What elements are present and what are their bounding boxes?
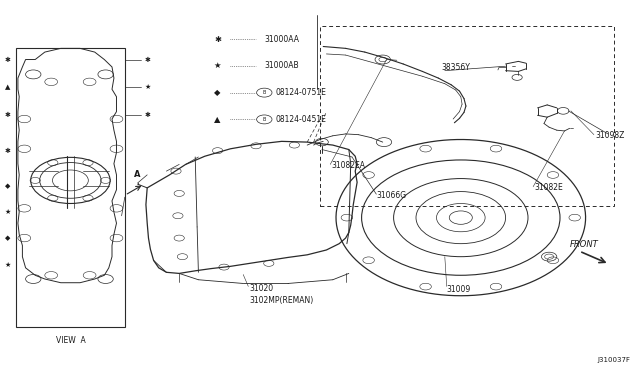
Text: ◆: ◆ [214, 88, 221, 97]
Text: 08124-0451E: 08124-0451E [275, 115, 326, 124]
Text: ◆: ◆ [5, 183, 10, 189]
Text: J310037F: J310037F [597, 357, 630, 363]
Text: 31066G: 31066G [376, 191, 406, 200]
Text: ✱: ✱ [144, 57, 150, 62]
Text: 38356Y: 38356Y [442, 63, 470, 72]
Text: 08124-0751E: 08124-0751E [275, 88, 326, 97]
Text: ★: ★ [4, 262, 11, 268]
Text: ◆: ◆ [5, 235, 10, 241]
Text: ★: ★ [214, 61, 221, 70]
Bar [320, 26, 614, 206]
Text: ★: ★ [4, 209, 11, 215]
Text: ▲: ▲ [5, 84, 10, 90]
Text: 31009: 31009 [447, 285, 471, 294]
Text: ✱: ✱ [4, 148, 11, 154]
Text: 31082EA: 31082EA [332, 161, 365, 170]
Text: ✱: ✱ [214, 35, 221, 44]
Text: ★: ★ [144, 84, 150, 90]
Text: B: B [262, 90, 266, 95]
Text: A: A [134, 170, 141, 179]
Text: ▲: ▲ [214, 115, 221, 124]
Text: B: B [262, 117, 266, 122]
Text: ✱: ✱ [144, 112, 150, 118]
Text: 31000AB: 31000AB [264, 61, 299, 70]
Text: 31020: 31020 [250, 284, 274, 293]
Text: FRONT: FRONT [570, 240, 598, 249]
Bar [16, 48, 125, 327]
Text: VIEW  A: VIEW A [56, 336, 85, 345]
Text: ✱: ✱ [4, 57, 11, 62]
Text: 31098Z: 31098Z [595, 131, 625, 140]
Text: 3102MP(REMAN): 3102MP(REMAN) [250, 296, 314, 305]
Text: ✱: ✱ [4, 112, 11, 118]
Text: 31000AA: 31000AA [264, 35, 300, 44]
Text: 31082E: 31082E [534, 183, 563, 192]
